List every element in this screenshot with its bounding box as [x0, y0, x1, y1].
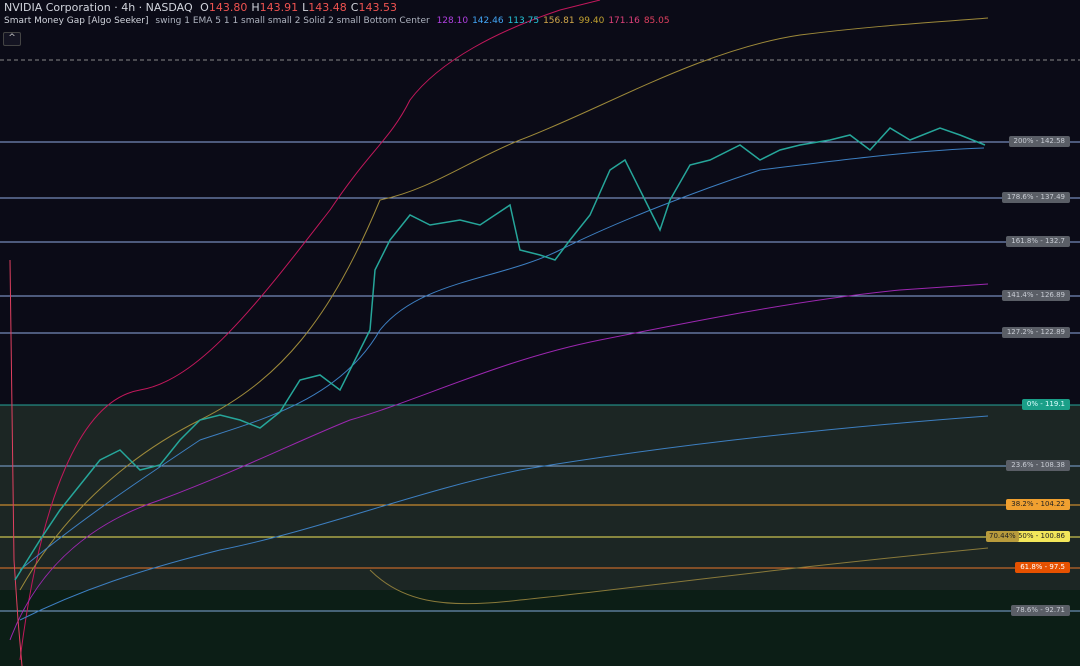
- level-label: 78.6% - 92.71: [1010, 605, 1070, 616]
- level-label: 61.8% - 97.5: [1015, 562, 1070, 573]
- level-label: 0% - 119.1: [1021, 399, 1070, 410]
- indicator-params: swing 1 EMA 5 1 1 small small 2 Solid 2 …: [155, 16, 430, 26]
- symbol-row: NVIDIA Corporation · 4h · NASDAQ O143.80…: [4, 1, 405, 14]
- ohlc-key: C: [350, 1, 359, 14]
- level-label: 178.6% - 137.49: [1001, 192, 1070, 203]
- indicator-name[interactable]: Smart Money Gap [Algo Seeker]: [4, 16, 149, 26]
- levels: [0, 141, 1080, 612]
- level-label: 127.2% - 122.89: [1001, 327, 1070, 338]
- ohlc-value: 143.53: [358, 1, 397, 14]
- level-label: 50% - 100.86: [1012, 531, 1070, 542]
- indicator-value: 128.10: [436, 16, 469, 26]
- ema-slow: [19, 415, 989, 621]
- indicator-value: 156.81: [543, 16, 575, 26]
- indicator-row: Smart Money Gap [Algo Seeker] swing 1 EM…: [4, 16, 678, 26]
- level-label: 23.6% - 108.38: [1006, 460, 1070, 471]
- indicator-value: 113.75: [507, 16, 540, 26]
- ohlc-key: O: [200, 1, 209, 14]
- symbol: NVIDIA Corporation · 4h · NASDAQ: [4, 1, 193, 14]
- upper-band: [19, 0, 601, 661]
- level-label: 161.8% - 132.7: [1006, 236, 1070, 247]
- spike: [9, 259, 23, 666]
- ohlc-value: 143.91: [259, 1, 299, 14]
- mid-band: [19, 17, 989, 591]
- lower-curve: [369, 547, 989, 605]
- lower-band: [9, 283, 989, 641]
- collapse-button[interactable]: ^: [3, 32, 21, 46]
- indicator-values: 128.10 142.46 113.75 156.81 99.40 171.16 85.05: [437, 16, 674, 26]
- level-label: 38.2% - 104.22: [1006, 499, 1070, 510]
- zone-upper: [0, 405, 1080, 590]
- ohlc-value: 143.48: [308, 1, 347, 14]
- ohlc-key: H: [251, 1, 260, 14]
- zone-lower: [0, 590, 1080, 666]
- indicator-value: 99.40: [578, 16, 605, 26]
- ohlc-value: 143.80: [208, 1, 248, 14]
- price-path: [14, 127, 986, 581]
- ohlc: O143.80 H143.91 L143.48 C143.53: [200, 1, 401, 14]
- level-label: 200% - 142.58: [1008, 136, 1070, 147]
- level-badge: 70.44%: [986, 531, 1019, 542]
- indicator-value: 171.16: [608, 16, 640, 26]
- indicator-value: 85.05: [643, 16, 670, 26]
- level-label: 141.4% - 126.89: [1001, 290, 1070, 301]
- ohlc-key: L: [302, 1, 309, 14]
- ema-line: [19, 147, 985, 571]
- indicator-value: 142.46: [472, 16, 504, 26]
